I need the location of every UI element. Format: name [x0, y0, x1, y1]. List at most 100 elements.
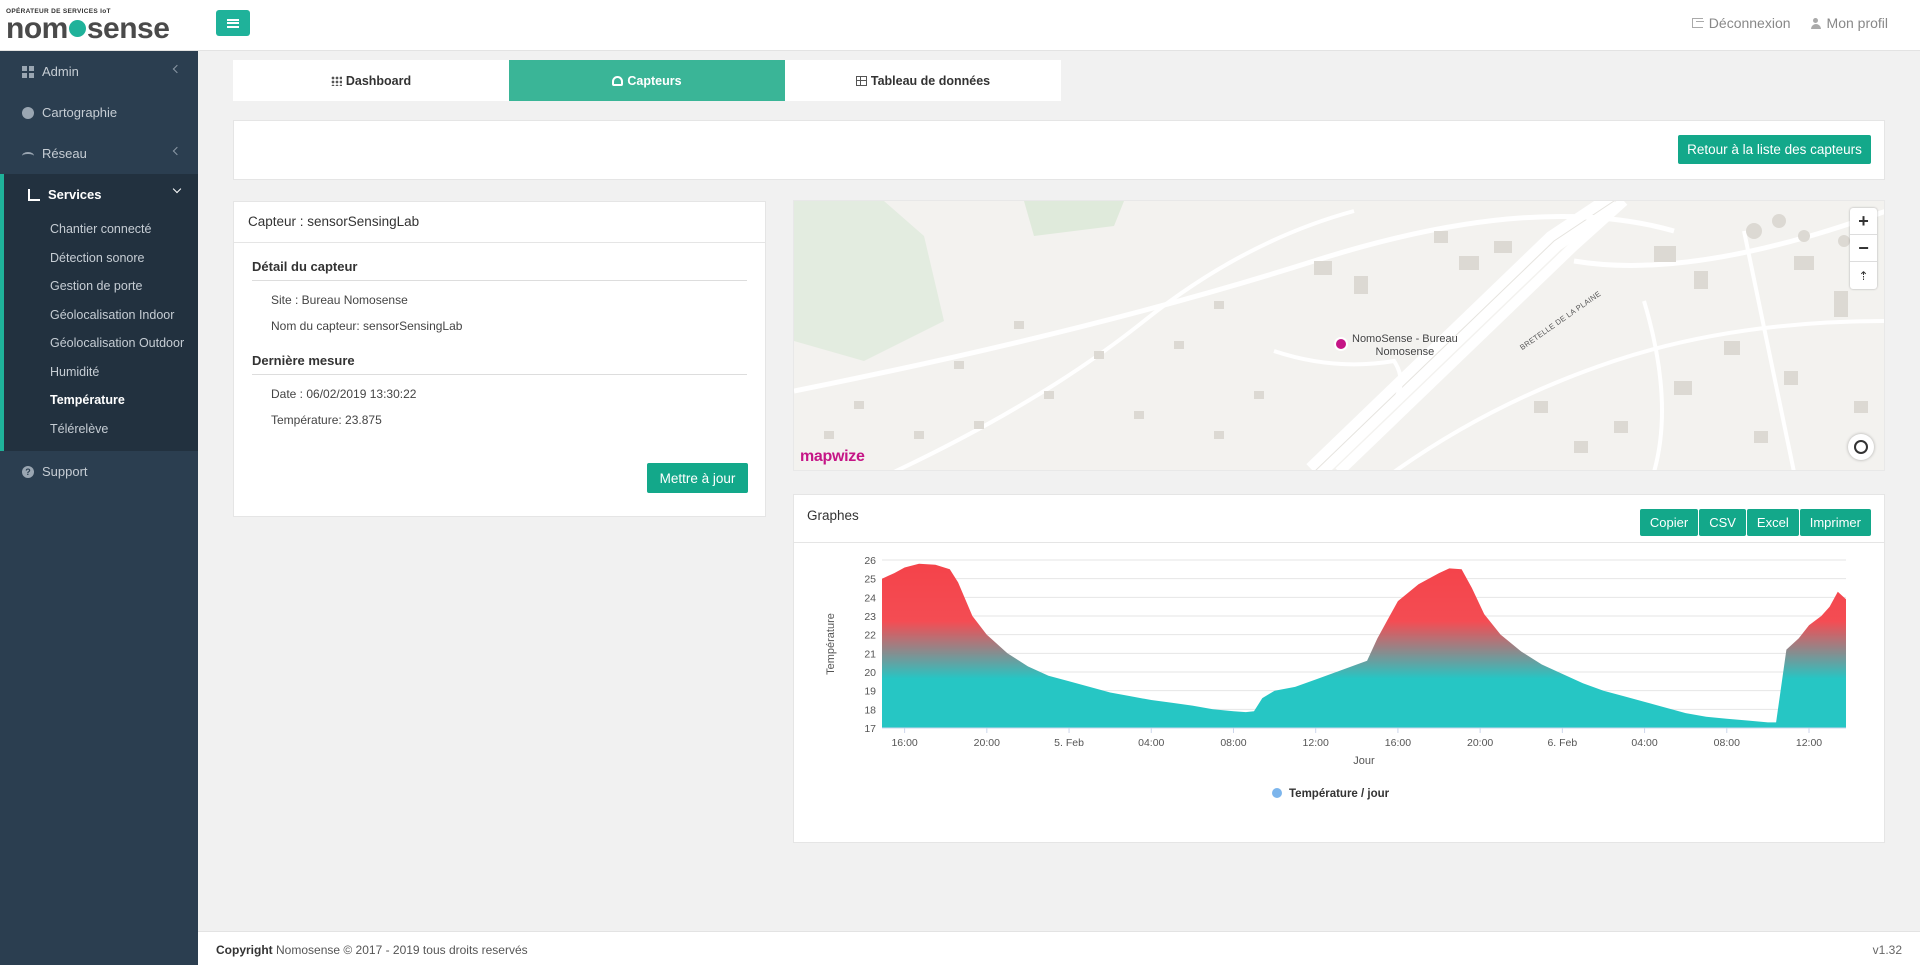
copy-button[interactable]: Copier: [1639, 509, 1699, 536]
office-marker-label: NomoSense - Bureau Nomosense: [1352, 333, 1458, 358]
x-tick-label: 16:00: [1385, 737, 1411, 749]
sidebar-sub-chantier[interactable]: Chantier connecté: [50, 222, 152, 237]
x-tick-label: 12:00: [1303, 737, 1329, 749]
y-tick-label: 26: [864, 555, 876, 567]
sensor-name: Nom du capteur: sensorSensingLab: [271, 319, 463, 333]
excel-button[interactable]: Excel: [1746, 509, 1799, 536]
logout-icon: [1691, 18, 1704, 28]
sidebar-toggle-button[interactable]: [216, 10, 250, 36]
chevron-left-icon: [172, 64, 182, 74]
x-tick-label: 08:00: [1714, 737, 1740, 749]
action-bar: Retour à la liste des capteurs: [233, 120, 1885, 180]
version: v1.32: [1872, 943, 1902, 957]
sidebar-item-services[interactable]: Services: [0, 174, 198, 215]
measure-date: Date : 06/02/2019 13:30:22: [271, 387, 417, 401]
x-axis-title: Jour: [1353, 755, 1375, 767]
sidebar-sub-gestion-porte[interactable]: Gestion de porte: [50, 279, 143, 294]
table-icon: [855, 75, 867, 86]
building-icon: [1334, 337, 1348, 351]
sidebar-sub-geoloc-outdoor[interactable]: Géolocalisation Outdoor: [50, 336, 185, 351]
update-button[interactable]: Mettre à jour: [647, 463, 748, 493]
crosshair-icon: [1854, 440, 1868, 454]
zoom-in-button[interactable]: +: [1850, 208, 1877, 235]
map-view[interactable]: BRETELLE DE LA PLAINE NomoSense - Bureau…: [793, 200, 1885, 471]
y-tick-label: 21: [864, 648, 876, 660]
logo-dot: [68, 20, 86, 37]
sidebar-item-reseau[interactable]: Réseau: [0, 133, 198, 174]
x-tick-label: 20:00: [1467, 737, 1493, 749]
y-tick-label: 19: [864, 686, 876, 698]
temperature-area: [882, 563, 1846, 728]
y-tick-label: 20: [864, 667, 876, 679]
sidebar-sub-humidite[interactable]: Humidité: [50, 364, 100, 379]
logout-link[interactable]: Déconnexion: [1691, 15, 1791, 31]
temperature-chart[interactable]: 17 18 19 20 21 22 23 24 25 26 16:00 20:00 5. Feb 04:0…: [794, 543, 1886, 843]
sidebar-item-support[interactable]: ? Support: [0, 451, 198, 492]
tab-capteurs[interactable]: Capteurs: [509, 60, 785, 101]
sidebar: Admin Cartographie Réseau Services Chant…: [0, 51, 198, 965]
top-bar: OPÉRATEUR DE SERVICES IoT nom sense Décon…: [0, 0, 1920, 51]
copyright: Copyright Nomosense © 2017 - 2019 tous d…: [216, 943, 528, 957]
office-marker[interactable]: NomoSense - Bureau Nomosense: [1334, 333, 1458, 359]
last-measure-heading: Dernière mesure: [252, 353, 747, 375]
x-tick-label: 08:00: [1220, 737, 1246, 749]
x-tick-label: 04:00: [1138, 737, 1164, 749]
map-zoom-controls: + − ⇡: [1850, 208, 1877, 289]
y-tick-label: 24: [864, 592, 876, 604]
hamburger-icon: [227, 18, 239, 28]
profile-link[interactable]: Mon profil: [1810, 15, 1888, 31]
mapwize-logo: mapwize: [800, 448, 865, 465]
sidebar-item-admin[interactable]: Admin: [0, 51, 198, 92]
chevron-left-icon: [172, 146, 182, 156]
export-buttons: Copier CSV Excel Imprimer: [1639, 509, 1871, 536]
x-tick-label: 5. Feb: [1054, 737, 1084, 749]
y-axis-title: Température: [825, 613, 837, 675]
locate-button[interactable]: [1848, 434, 1874, 460]
gauge-icon: [612, 75, 624, 86]
bar-chart-icon: [28, 188, 40, 201]
x-tick-label: 20:00: [974, 737, 1000, 749]
top-links: Déconnexion Mon profil: [1691, 15, 1888, 31]
sidebar-sub-detection-sonore[interactable]: Détection sonore: [50, 250, 145, 265]
legend-label: Température / jour: [1289, 788, 1390, 800]
x-tick-label: 6. Feb: [1547, 737, 1577, 749]
y-tick-label: 18: [864, 704, 876, 716]
footer: Copyright Nomosense © 2017 - 2019 tous d…: [198, 931, 1920, 965]
x-tick-label: 16:00: [891, 737, 917, 749]
x-tick-label: 12:00: [1796, 737, 1822, 749]
logo-wordmark: nom sense: [6, 12, 170, 45]
back-to-sensors-button[interactable]: Retour à la liste des capteurs: [1678, 135, 1871, 164]
graph-header: Graphes Copier CSV Excel Imprimer: [794, 495, 1884, 543]
y-tick-label: 25: [864, 574, 876, 586]
sidebar-sub-temperature[interactable]: Température: [50, 393, 125, 408]
user-icon: [1810, 17, 1821, 29]
y-tick-label: 17: [864, 723, 876, 735]
sidebar-sub-geoloc-indoor[interactable]: Géolocalisation Indoor: [50, 307, 175, 322]
dashboard-icon: [22, 65, 34, 78]
reset-north-button[interactable]: ⇡: [1858, 268, 1869, 283]
sensor-panel: Capteur : sensorSensingLab Détail du cap…: [233, 201, 766, 517]
x-tick-label: 04:00: [1631, 737, 1657, 749]
page-tabs: Dashboard Capteurs Tableau de données: [233, 60, 1061, 101]
graph-panel: Graphes Copier CSV Excel Imprimer 17 18 19…: [793, 494, 1885, 843]
sensor-panel-title: Capteur : sensorSensingLab: [234, 202, 765, 243]
y-tick-label: 23: [864, 611, 876, 623]
tab-dashboard[interactable]: Dashboard: [233, 60, 509, 101]
wifi-icon: [22, 151, 34, 160]
nomosense-logo[interactable]: OPÉRATEUR DE SERVICES IoT nom sense: [6, 8, 196, 44]
sensor-site: Site : Bureau Nomosense: [271, 293, 408, 307]
sidebar-sub-telereleve[interactable]: Télérelève: [50, 421, 109, 436]
legend-marker: [1272, 788, 1282, 798]
sidebar-item-cartographie[interactable]: Cartographie: [0, 92, 198, 133]
help-icon: ?: [22, 465, 34, 478]
globe-icon: [22, 106, 34, 119]
chevron-down-icon: [172, 184, 182, 194]
zoom-out-button[interactable]: −: [1850, 235, 1877, 262]
print-button[interactable]: Imprimer: [1799, 509, 1871, 536]
sensor-detail-heading: Détail du capteur: [252, 259, 747, 281]
y-tick-label: 22: [864, 630, 876, 642]
grid-icon: [330, 75, 342, 86]
tab-tableau[interactable]: Tableau de données: [785, 60, 1061, 101]
map-tiles: [794, 201, 1884, 470]
csv-button[interactable]: CSV: [1699, 509, 1746, 536]
